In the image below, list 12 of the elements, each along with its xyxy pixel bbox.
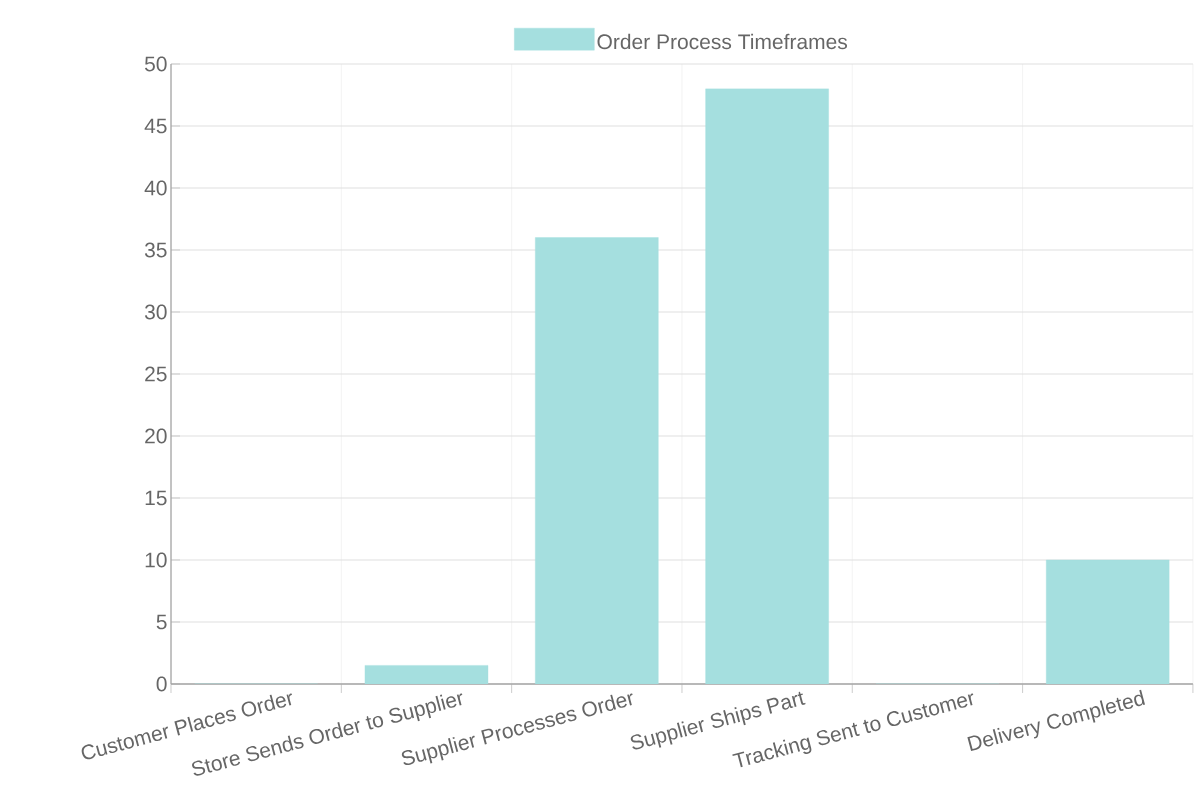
- y-tick-label: 35: [144, 242, 167, 258]
- legend-label: Order Process Timeframes: [597, 33, 848, 50]
- y-tick-label: 5: [156, 614, 167, 630]
- y-tick-label: 30: [144, 304, 167, 320]
- y-tick-label: 45: [144, 118, 167, 134]
- y-tick-label: 40: [144, 180, 167, 196]
- y-tick-label: 10: [145, 552, 167, 568]
- y-tick-label: 20: [145, 428, 167, 444]
- y-tick-label: 15: [145, 490, 167, 506]
- y-tick-label: 50: [144, 56, 167, 72]
- y-tick-label: 25: [145, 366, 167, 382]
- y-tick-label: 0: [156, 676, 167, 692]
